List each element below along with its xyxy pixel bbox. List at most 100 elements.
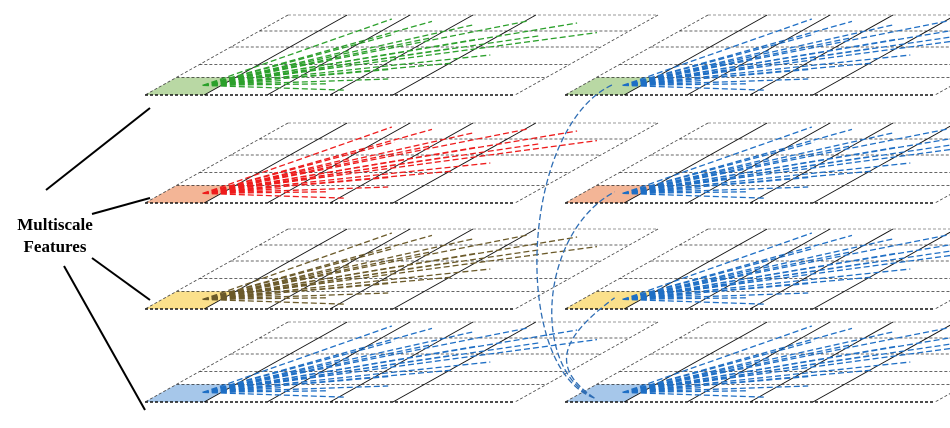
grid-column-line bbox=[144, 14, 289, 96]
caption-connector-line bbox=[91, 257, 151, 301]
grid-column-line bbox=[934, 194, 950, 204]
sampling-ray bbox=[202, 173, 345, 195]
grid-column-line bbox=[329, 14, 474, 96]
grid-column-line bbox=[749, 228, 894, 310]
sampling-ray bbox=[622, 340, 815, 394]
sampling-ray bbox=[622, 18, 813, 87]
sampling-ray bbox=[622, 372, 765, 394]
sampling-ray bbox=[202, 33, 395, 87]
grid-column-line bbox=[392, 321, 537, 403]
sampling-ray bbox=[622, 292, 809, 301]
sampling-ray bbox=[202, 162, 491, 195]
sampling-ray bbox=[202, 54, 491, 87]
sampling-ray bbox=[202, 361, 491, 394]
grid-column-line bbox=[623, 14, 768, 96]
sampling-ray bbox=[202, 192, 347, 199]
left-plane-level-4 bbox=[144, 321, 659, 403]
grid-column-line bbox=[564, 321, 709, 403]
sampling-ray bbox=[622, 298, 767, 305]
sampling-ray bbox=[202, 250, 434, 301]
sampling-ray bbox=[622, 391, 767, 398]
grid-column-line bbox=[203, 321, 348, 403]
sampling-ray bbox=[622, 325, 813, 394]
sampling-ray bbox=[202, 186, 389, 195]
sampling-ray bbox=[202, 49, 352, 87]
grid-column-line bbox=[934, 393, 950, 403]
grid-column-line bbox=[329, 228, 474, 310]
sampling-ray bbox=[622, 234, 853, 301]
multiscale-features-label: Multiscale Features bbox=[0, 214, 110, 258]
grid-column-line bbox=[392, 122, 537, 204]
sampling-ray bbox=[622, 361, 911, 394]
cross-level-link bbox=[551, 191, 615, 399]
sampling-ray bbox=[622, 78, 809, 87]
sampling-ray bbox=[622, 343, 854, 394]
cross-level-link bbox=[566, 297, 616, 399]
cross-level-links bbox=[536, 83, 616, 399]
sampling-ray bbox=[202, 78, 389, 87]
sampling-ray bbox=[622, 162, 911, 195]
grid-column-line bbox=[203, 228, 348, 310]
sampling-ray bbox=[622, 263, 772, 301]
sampling-ray bbox=[202, 385, 389, 394]
sampling-ray bbox=[622, 356, 772, 394]
caption-connector-line bbox=[91, 197, 151, 215]
sampling-ray bbox=[202, 327, 433, 394]
right-plane-level-2 bbox=[564, 122, 950, 204]
sampling-ray bbox=[202, 391, 347, 398]
sampling-ray bbox=[202, 170, 454, 195]
sampling-ray bbox=[202, 232, 393, 301]
sampling-ray bbox=[202, 343, 434, 394]
sampling-ray bbox=[622, 126, 813, 195]
sampling-ray bbox=[202, 141, 395, 195]
grid-column-line bbox=[392, 228, 537, 310]
sampling-ray bbox=[202, 143, 540, 195]
sampling-ray bbox=[202, 234, 433, 301]
caption-line-2: Features bbox=[23, 237, 87, 256]
sampling-ray bbox=[202, 18, 393, 87]
sampling-ray bbox=[202, 325, 393, 394]
right-plane-level-4 bbox=[564, 321, 950, 403]
sampling-ray bbox=[202, 279, 345, 301]
sampling-ray bbox=[202, 35, 540, 87]
right-feature-stack bbox=[564, 14, 950, 403]
sampling-ray bbox=[622, 327, 853, 394]
sampling-ray bbox=[622, 65, 765, 87]
sampling-ray bbox=[202, 157, 352, 195]
sampling-ray bbox=[202, 247, 395, 301]
sampling-ray bbox=[622, 62, 874, 87]
sampling-ray bbox=[622, 186, 809, 195]
sampling-ray bbox=[622, 173, 765, 195]
grid-column-line bbox=[812, 125, 950, 204]
grid-column-line bbox=[203, 122, 348, 204]
caption-connector-line bbox=[45, 107, 151, 191]
sampling-ray bbox=[202, 276, 454, 301]
caption-connector-line bbox=[63, 265, 146, 411]
left-plane-level-1 bbox=[144, 14, 659, 96]
grid-column-line bbox=[144, 122, 289, 204]
grid-column-line bbox=[144, 228, 289, 310]
grid-column-line bbox=[812, 231, 950, 310]
grid-column-line bbox=[564, 122, 709, 204]
right-plane-level-1 bbox=[564, 14, 950, 96]
caption-line-1: Multiscale bbox=[17, 215, 93, 234]
sampling-ray bbox=[622, 54, 911, 87]
sampling-ray bbox=[202, 298, 347, 305]
sampling-ray bbox=[622, 141, 815, 195]
sampling-ray bbox=[622, 247, 815, 301]
grid-column-line bbox=[514, 14, 659, 96]
grid-column-line bbox=[203, 14, 348, 96]
sampling-ray bbox=[202, 126, 393, 195]
sampling-ray bbox=[622, 128, 853, 195]
sampling-ray bbox=[202, 36, 434, 87]
grid-column-line bbox=[329, 321, 474, 403]
grid-column-line bbox=[812, 324, 950, 403]
grid-column-line bbox=[392, 14, 537, 96]
sampling-ray bbox=[202, 340, 395, 394]
grid-column-line bbox=[749, 14, 894, 96]
sampling-ray bbox=[202, 263, 352, 301]
caption-connectors bbox=[45, 107, 151, 411]
sampling-ray bbox=[622, 157, 772, 195]
sampling-ray bbox=[202, 62, 454, 87]
